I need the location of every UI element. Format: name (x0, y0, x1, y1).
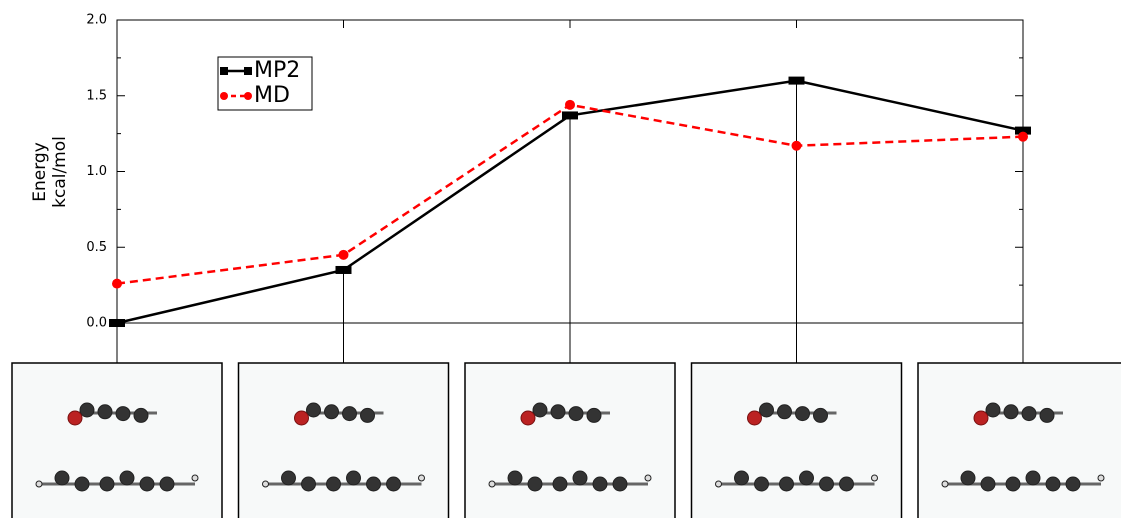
atom (553, 477, 567, 491)
atom (573, 471, 587, 485)
atom (645, 475, 651, 481)
structure-panels (12, 363, 1121, 518)
legend-label: MD (254, 83, 290, 108)
y-label-line: kcal/mol (50, 136, 70, 208)
atom (343, 407, 357, 421)
atom (367, 477, 381, 491)
atom (778, 405, 792, 419)
atom (986, 403, 1000, 417)
atom (528, 477, 542, 491)
legend-marker (220, 67, 228, 75)
atom (974, 411, 988, 425)
atom (800, 471, 814, 485)
atom (98, 405, 112, 419)
marker (562, 111, 578, 119)
atom (68, 411, 82, 425)
atom (282, 471, 296, 485)
marker (565, 100, 575, 110)
atom (735, 471, 749, 485)
legend-marker (244, 92, 252, 100)
legend-marker (220, 92, 228, 100)
y-tick-label: 0.0 (86, 316, 107, 331)
atom (1066, 477, 1080, 491)
atom (347, 471, 361, 485)
atom (325, 405, 339, 419)
atom (1098, 475, 1104, 481)
atom (508, 471, 522, 485)
atom (593, 477, 607, 491)
marker (336, 266, 352, 274)
atom (489, 481, 495, 487)
y-tick-label: 1.0 (86, 164, 107, 179)
atom (796, 407, 810, 421)
figure: Energy kcal/mol 0.0 0.5 1.0 1.5 2.0 MP2MD (0, 0, 1121, 518)
marker (1018, 132, 1028, 142)
legend-label: MP2 (254, 58, 300, 83)
panel (12, 363, 222, 518)
atom (587, 408, 601, 422)
atom (1026, 471, 1040, 485)
atom (1040, 408, 1054, 422)
marker (792, 141, 802, 151)
atom (36, 481, 42, 487)
atom (116, 407, 130, 421)
atom (748, 411, 762, 425)
atom (1004, 405, 1018, 419)
atom (1006, 477, 1020, 491)
atom (760, 403, 774, 417)
y-label-line: Energy (30, 142, 50, 202)
atom (160, 477, 174, 491)
atom (120, 471, 134, 485)
atom (302, 477, 316, 491)
y-tick-label: 2.0 (86, 13, 107, 28)
atom (840, 477, 854, 491)
atom (814, 408, 828, 422)
atom (80, 403, 94, 417)
atom (981, 477, 995, 491)
atom (780, 477, 794, 491)
atom (263, 481, 269, 487)
atom (716, 481, 722, 487)
atom (192, 475, 198, 481)
marker (109, 319, 125, 327)
atom (140, 477, 154, 491)
marker (789, 77, 805, 85)
marker (339, 250, 349, 260)
panel (239, 363, 449, 518)
y-tick-label: 0.5 (86, 240, 107, 255)
atom (387, 477, 401, 491)
panel (465, 363, 675, 518)
atom (75, 477, 89, 491)
atom (551, 405, 565, 419)
atom (872, 475, 878, 481)
atom (755, 477, 769, 491)
atom (569, 407, 583, 421)
panel (918, 363, 1121, 518)
atom (307, 403, 321, 417)
atom (613, 477, 627, 491)
atom (961, 471, 975, 485)
y-tick-label: 1.5 (86, 88, 107, 103)
atom (55, 471, 69, 485)
atom (820, 477, 834, 491)
atom (134, 408, 148, 422)
atom (1022, 407, 1036, 421)
panel (692, 363, 902, 518)
marker (112, 279, 122, 289)
atom (295, 411, 309, 425)
atom (521, 411, 535, 425)
atom (361, 408, 375, 422)
legend-marker (244, 67, 252, 75)
atom (419, 475, 425, 481)
atom (533, 403, 547, 417)
atom (1046, 477, 1060, 491)
atom (100, 477, 114, 491)
y-axis-label: Energy kcal/mol (30, 136, 70, 208)
atom (942, 481, 948, 487)
atom (327, 477, 341, 491)
